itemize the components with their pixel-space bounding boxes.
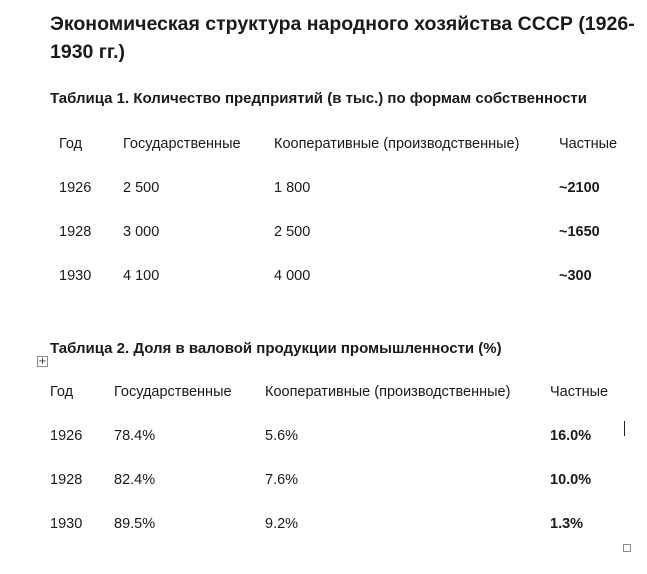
table-cell[interactable]: 1928 (50, 472, 83, 488)
table-cell[interactable]: 9.2% (265, 516, 299, 532)
table-cell[interactable]: 10.0% (550, 472, 592, 488)
table-row: 1928 82.4% 7.6% 10.0% (50, 458, 620, 502)
table-cell[interactable]: 1 800 (274, 180, 311, 196)
table-row: 1928 3 000 2 500 ~1650 (59, 210, 629, 254)
table1: Год Государственные Кооперативные (произ… (59, 122, 629, 298)
table2-header-cell[interactable]: Кооперативные (производственные) (265, 384, 511, 400)
table1-header-cell[interactable]: Год (59, 136, 83, 152)
table-cell[interactable]: 89.5% (114, 516, 156, 532)
table-row: 1926 78.4% 5.6% 16.0% (50, 414, 620, 458)
table2-caption: Таблица 2. Доля в валовой продукции пром… (50, 340, 502, 357)
table2-header-cell[interactable]: Частные (550, 384, 609, 400)
table-cell[interactable]: 4 100 (123, 268, 160, 284)
table-cell[interactable]: 1930 (50, 516, 83, 532)
text-cursor (624, 421, 625, 436)
table-cell[interactable]: ~1650 (559, 224, 600, 240)
table2-header-cell[interactable]: Государственные (114, 384, 232, 400)
move-handle-icon[interactable]: + (37, 356, 48, 367)
table-cell[interactable]: 5.6% (265, 428, 299, 444)
table-row: 1930 89.5% 9.2% 1.3% (50, 502, 620, 546)
table-cell[interactable]: 3 000 (123, 224, 160, 240)
table-cell[interactable]: 2 500 (123, 180, 160, 196)
table-cell[interactable]: 2 500 (274, 224, 311, 240)
table-cell[interactable]: ~300 (559, 268, 592, 284)
table-cell[interactable]: 7.6% (265, 472, 299, 488)
table-cell[interactable]: 78.4% (114, 428, 156, 444)
table-cell[interactable]: 1.3% (550, 516, 584, 532)
table-row: 1930 4 100 4 000 ~300 (59, 254, 629, 298)
table-cell[interactable]: 1926 (59, 180, 92, 196)
table1-header-cell[interactable]: Кооперативные (производственные) (274, 136, 520, 152)
table2-header-row: Год Государственные Кооперативные (произ… (50, 370, 620, 414)
resize-handle-icon[interactable] (623, 544, 631, 552)
table-cell[interactable]: 1930 (59, 268, 92, 284)
table1-caption: Таблица 1. Количество предприятий (в тыс… (50, 90, 587, 107)
table-row: 1926 2 500 1 800 ~2100 (59, 166, 629, 210)
table-cell[interactable]: 1926 (50, 428, 83, 444)
table-cell[interactable]: 16.0% (550, 428, 592, 444)
document-title: Экономическая структура народного хозяйс… (50, 13, 635, 63)
table2: Год Государственные Кооперативные (произ… (50, 370, 620, 546)
table2-header-cell[interactable]: Год (50, 384, 74, 400)
table-cell[interactable]: 1928 (59, 224, 92, 240)
table1-header-row: Год Государственные Кооперативные (произ… (59, 122, 629, 166)
table-cell[interactable]: ~2100 (559, 180, 600, 196)
table1-header-cell[interactable]: Государственные (123, 136, 241, 152)
table-cell[interactable]: 82.4% (114, 472, 156, 488)
table-cell[interactable]: 4 000 (274, 268, 311, 284)
table1-header-cell[interactable]: Частные (559, 136, 618, 152)
